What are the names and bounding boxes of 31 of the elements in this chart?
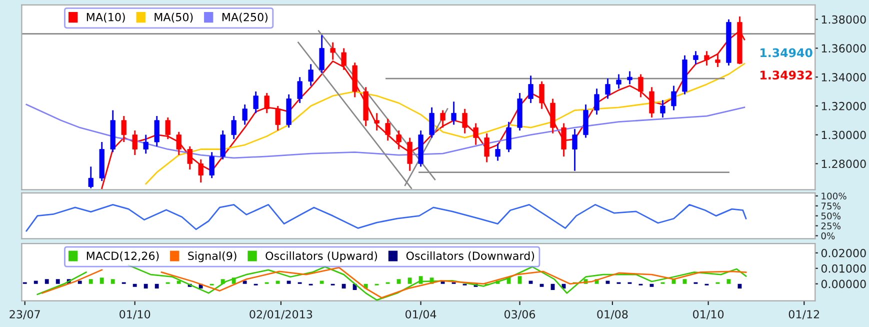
x-tick-label: 03/06 — [504, 310, 536, 320]
x-tick-label: 01/08 — [597, 310, 628, 320]
legend-label: MA(10) — [86, 12, 125, 23]
y-tick-label: 1.32000 — [822, 102, 866, 110]
y-tick-label: 0.00000 — [821, 280, 866, 288]
y-tick-label: 25% — [821, 222, 841, 230]
y-tick-label: 1.34000 — [822, 73, 866, 82]
y-tick-label: 100% — [822, 192, 846, 200]
x-tick-label: 02/01/2013 — [250, 310, 312, 320]
y-tick-label: 0% — [821, 232, 835, 240]
y-tick-label: 75% — [821, 202, 841, 210]
legend-label: MA(250) — [222, 12, 268, 23]
legend-label: Oscillators (Downward) — [406, 251, 534, 262]
annotation: 1.34932 — [760, 70, 812, 80]
x-tick-label: 01/04 — [406, 310, 436, 320]
legend-label: Oscillators (Upward) — [266, 251, 378, 262]
y-tick-label: 1.30000 — [822, 130, 866, 140]
legend-label: MA(50) — [154, 12, 193, 23]
y-tick-label: 1.38000 — [822, 15, 866, 24]
x-tick-label: 01/12 — [788, 310, 820, 320]
y-tick-label: 0.01000 — [821, 264, 866, 273]
x-tick-label: 23/07 — [10, 310, 40, 320]
y-tick-label: 50% — [821, 212, 841, 220]
legend-label: MACD(12,26) — [86, 251, 159, 262]
y-tick-label: 1.28000 — [822, 160, 866, 168]
x-tick-label: 01/10 — [120, 310, 150, 320]
legend-label: Signal(9) — [188, 251, 236, 262]
y-tick-label: 0.02000 — [821, 248, 866, 258]
y-tick-label: 1.36000 — [822, 44, 866, 53]
x-tick-label: 01/10 — [693, 310, 724, 320]
annotation: 1.34940 — [760, 48, 812, 58]
